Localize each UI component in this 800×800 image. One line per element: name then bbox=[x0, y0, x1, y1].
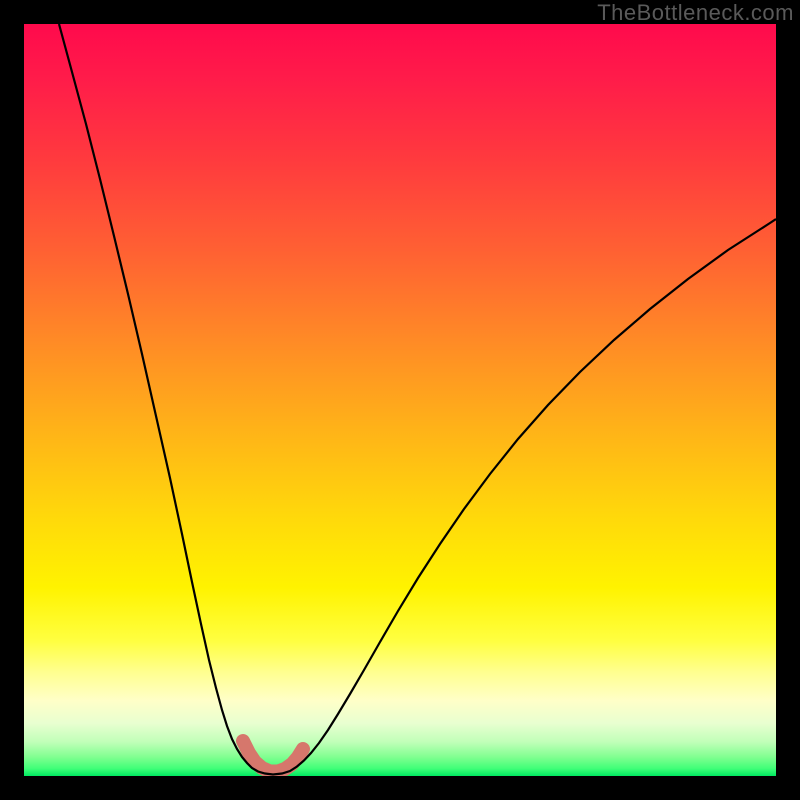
chart-svg bbox=[24, 24, 776, 776]
chart-frame: TheBottleneck.com bbox=[0, 0, 800, 800]
chart-canvas bbox=[24, 24, 776, 776]
chart-background bbox=[24, 24, 776, 776]
watermark-text: TheBottleneck.com bbox=[597, 0, 794, 26]
